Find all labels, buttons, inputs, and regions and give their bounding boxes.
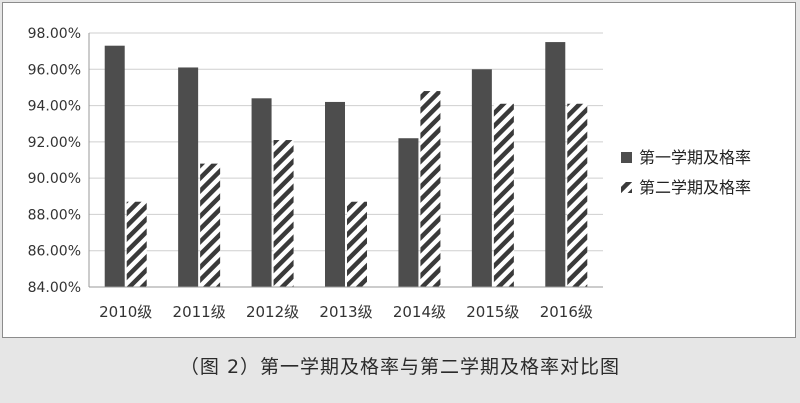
bar-semester-1 [104, 45, 125, 288]
y-tick-label: 88.00% [28, 207, 81, 223]
bar-semester-2 [200, 163, 221, 287]
x-tick-label: 2014级 [393, 303, 446, 321]
y-tick-label: 96.00% [28, 62, 81, 78]
y-tick-label: 84.00% [28, 280, 81, 296]
bar-semester-2 [493, 103, 514, 287]
bar-semester-1 [398, 138, 419, 287]
bar-semester-2 [420, 91, 441, 287]
bar-semester-1 [471, 69, 492, 288]
y-tick-label: 86.00% [28, 244, 81, 260]
bar-semester-1 [545, 42, 566, 288]
bar-semester-2 [126, 201, 147, 287]
y-tick-label: 92.00% [28, 135, 81, 151]
bar-semester-1 [178, 67, 199, 287]
bar-semester-1 [251, 98, 272, 287]
chart-frame: 84.00% 86.00% 88.00% 90.00% 92.00% 94.00% 96.0… [2, 2, 796, 338]
x-tick-label: 2012级 [246, 303, 299, 321]
figure-caption: （图 2）第一学期及格率与第二学期及格率对比图 [179, 356, 621, 378]
legend-swatch [621, 152, 632, 163]
bar-semester-2 [347, 201, 367, 287]
bar-semester-2 [567, 103, 588, 287]
x-tick-label: 2010级 [99, 303, 152, 321]
bar-chart: 84.00% 86.00% 88.00% 90.00% 92.00% 94.00% 96.0… [28, 26, 751, 321]
x-tick-label: 2013级 [319, 303, 372, 321]
legend-swatch [621, 182, 632, 193]
legend-label: 第二学期及格率 [639, 178, 751, 197]
bar-semester-1 [325, 101, 345, 287]
y-tick-label: 90.00% [28, 171, 81, 187]
x-tick-label: 2015级 [466, 303, 519, 321]
y-tick-label: 98.00% [28, 26, 81, 42]
x-tick-label: 2011级 [173, 303, 226, 321]
bar-semester-2 [273, 140, 294, 287]
y-tick-label: 94.00% [28, 99, 81, 115]
x-tick-label: 2016级 [540, 303, 593, 321]
legend-label: 第一学期及格率 [639, 148, 751, 167]
